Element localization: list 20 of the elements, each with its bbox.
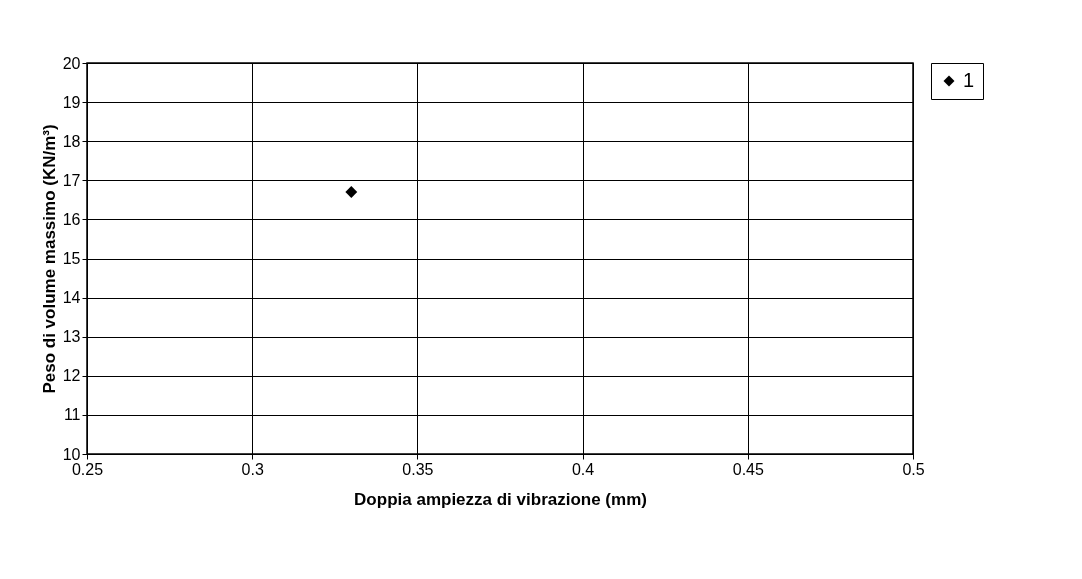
- y-tick-label: 20: [62, 54, 81, 72]
- x-tick-label: 0.35: [402, 460, 434, 478]
- x-tick-label: 0.4: [571, 460, 595, 478]
- x-tick-label: 0.45: [732, 460, 764, 478]
- y-axis-title: Peso di volume massimo (KN/m³): [39, 124, 59, 394]
- x-tick-label: 0.5: [902, 460, 925, 478]
- y-tick-label: 17: [62, 171, 81, 189]
- x-tick-label: 0.3: [241, 460, 264, 478]
- y-tick-label: 12: [62, 367, 81, 385]
- y-tick-label: 16: [62, 210, 81, 228]
- y-tick-label: 19: [62, 93, 81, 111]
- x-tick-label: 0.25: [71, 460, 104, 478]
- y-tick-label: 14: [62, 289, 81, 307]
- y-tick-label: 11: [63, 406, 81, 424]
- y-tick-label: 18: [62, 132, 81, 150]
- legend-label: 1: [963, 69, 975, 91]
- y-tick-label: 13: [62, 328, 81, 346]
- y-tick-label: 15: [62, 250, 81, 267]
- y-tick-label: 10: [62, 445, 81, 463]
- x-axis-title: Doppia ampiezza di vibrazione (mm): [354, 489, 647, 509]
